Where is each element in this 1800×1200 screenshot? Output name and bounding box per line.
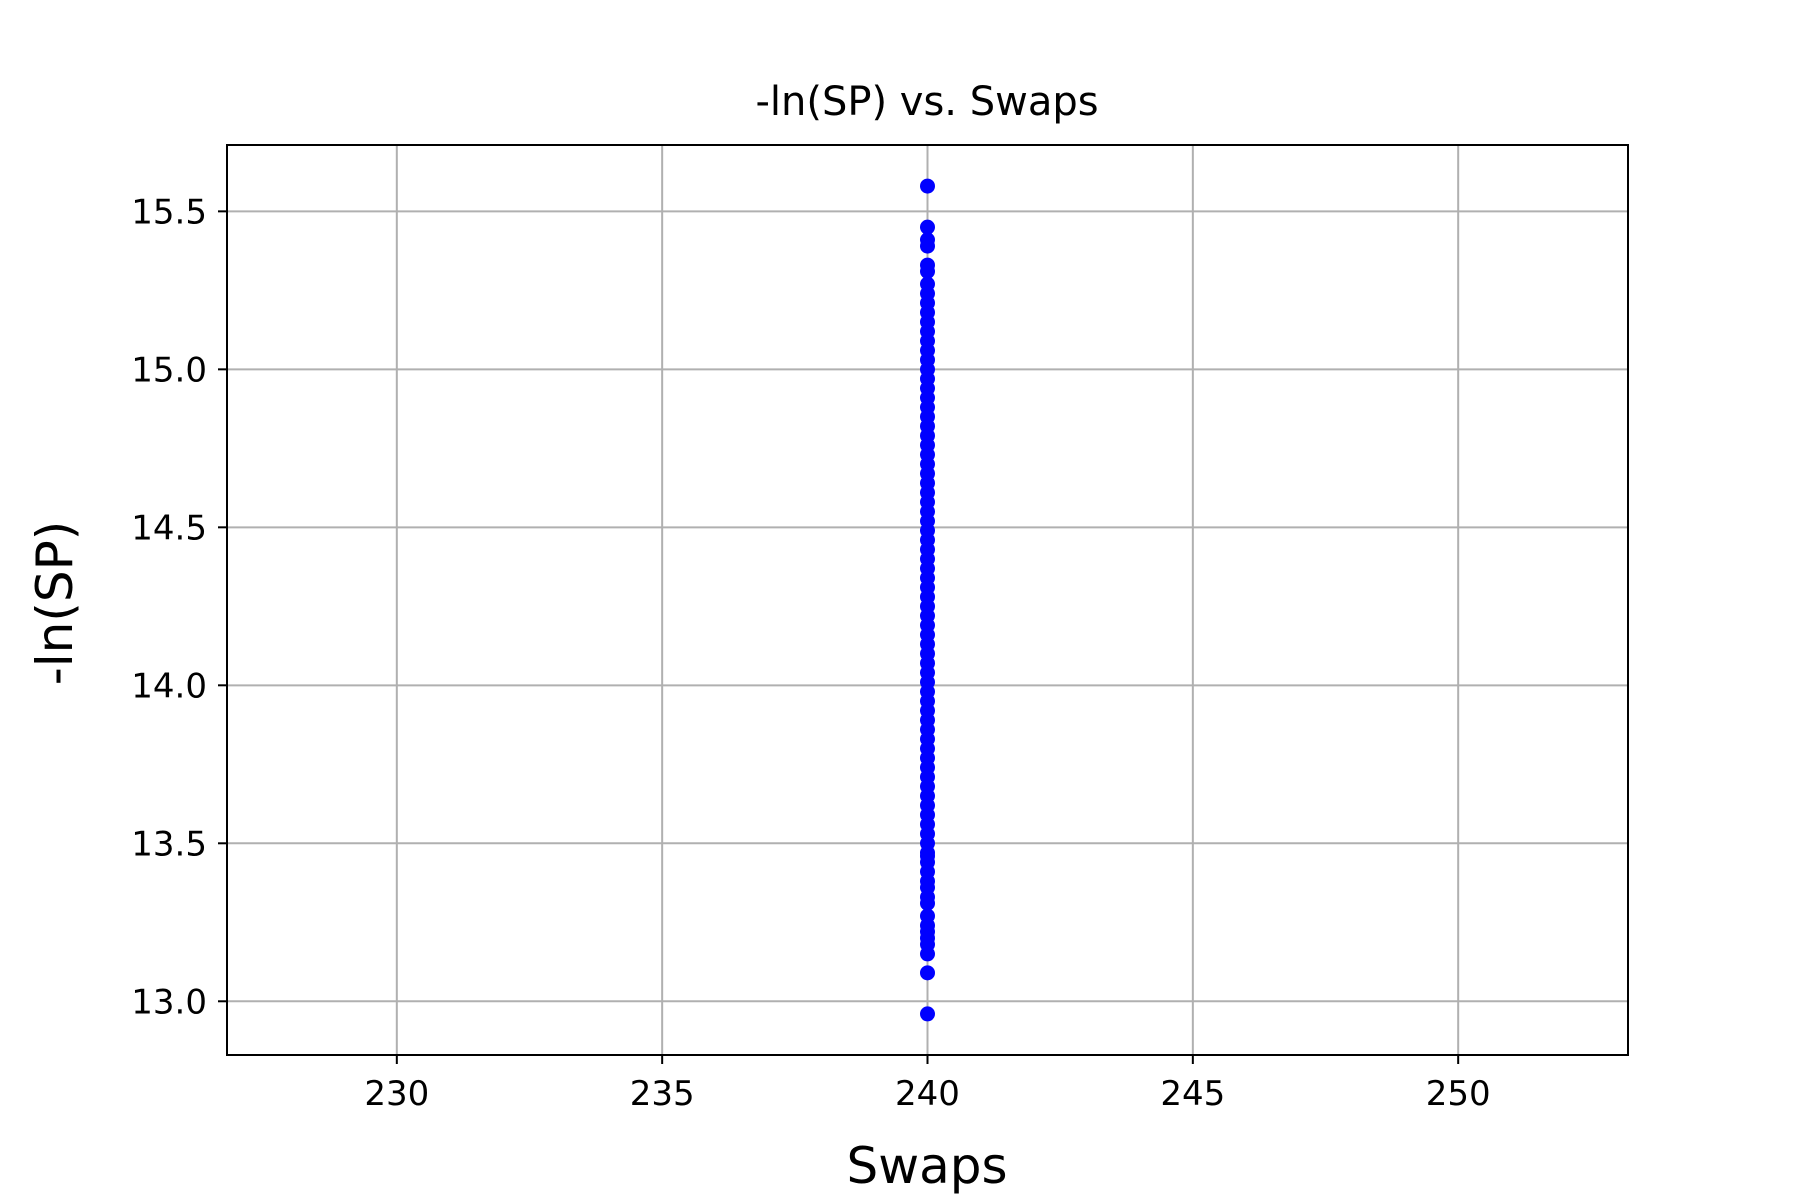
chart-title: -ln(SP) vs. Swaps <box>755 79 1098 125</box>
y-axis-label: -ln(SP) <box>26 521 84 686</box>
y-tick-label: 13.0 <box>131 982 207 1022</box>
y-tick-label: 15.5 <box>131 192 207 232</box>
x-tick-label: 230 <box>364 1074 429 1114</box>
data-point <box>920 965 935 981</box>
y-tick-label: 15.0 <box>131 350 207 390</box>
data-point <box>920 238 935 254</box>
x-tick-label: 250 <box>1426 1074 1491 1114</box>
x-axis-ticks: 230 235 240 245 250 <box>364 1055 1491 1114</box>
y-tick-label: 13.5 <box>131 824 207 864</box>
y-tick-label: 14.0 <box>131 666 207 706</box>
data-point <box>920 178 935 194</box>
data-point <box>920 946 935 962</box>
data-point <box>920 1006 935 1022</box>
data-points <box>920 178 935 1022</box>
data-point <box>920 895 935 911</box>
x-axis-label: Swaps <box>846 1137 1007 1195</box>
y-tick-label: 14.5 <box>131 508 207 548</box>
data-point <box>920 263 935 279</box>
data-point <box>920 848 935 864</box>
y-axis-ticks: 13.0 13.5 14.0 14.5 15.0 15.5 <box>131 192 227 1022</box>
x-tick-label: 235 <box>630 1074 695 1114</box>
data-point <box>920 219 935 235</box>
x-tick-label: 245 <box>1160 1074 1225 1114</box>
x-tick-label: 240 <box>895 1074 960 1114</box>
